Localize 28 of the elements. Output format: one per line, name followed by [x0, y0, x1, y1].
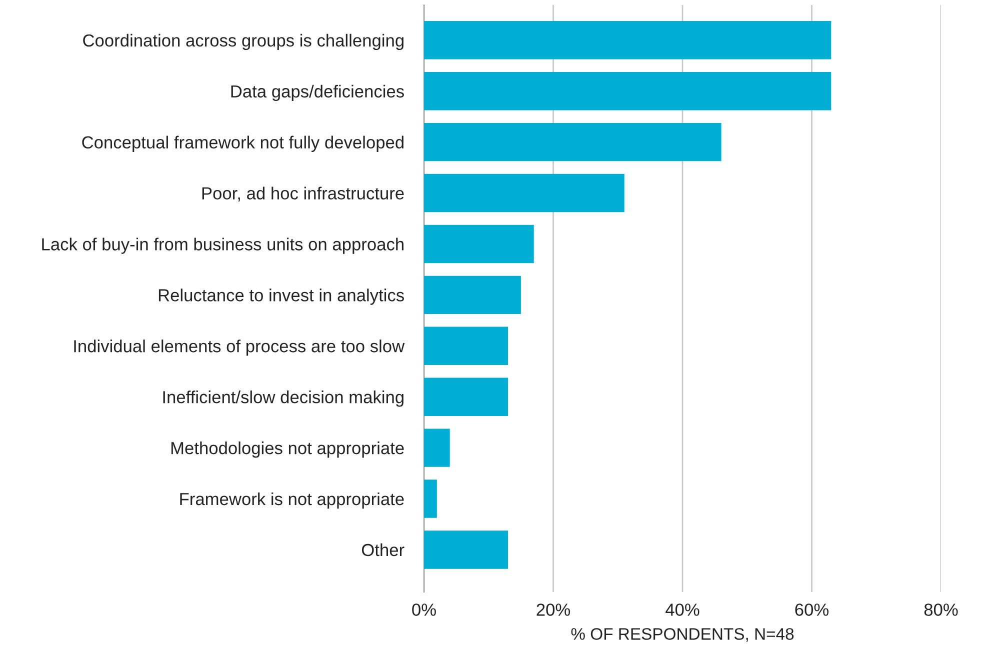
bar: [424, 480, 437, 518]
y-tick-label: Individual elements of process are too slow: [74, 340, 405, 356]
x-axis-title: % OF RESPONDENTS, N=48: [571, 628, 794, 642]
y-tick-label: Methodologies not appropriate: [171, 442, 404, 458]
bar: [424, 224, 534, 264]
bar: [424, 276, 521, 314]
y-tick-label: Inefficient/slow decision making: [163, 390, 404, 407]
y-tick-label: Lack of buy-in from business units on approach: [42, 238, 404, 254]
x-tick-label: 0%: [412, 604, 436, 616]
y-tick-label: Poor, ad hoc infrastructure: [202, 186, 404, 202]
y-tick-label: Reluctance to invest in analytics: [158, 288, 404, 305]
bar: [424, 530, 508, 569]
bar: [424, 378, 508, 416]
y-tick-label: Framework is not appropriate: [180, 492, 404, 509]
x-tick-label: 20%: [536, 604, 570, 616]
bar: [424, 174, 624, 212]
y-tick-label: Conceptual framework not fully developed: [82, 136, 404, 152]
y-tick-label: Data gaps/deficiencies: [231, 84, 404, 102]
bar: [424, 326, 508, 365]
bar: [424, 122, 722, 162]
bar: [424, 21, 832, 60]
x-tick-label: 80%: [924, 604, 958, 616]
x-tick-label: 60%: [795, 604, 829, 616]
y-tick-label: Other: [362, 543, 404, 556]
bar: [424, 428, 450, 467]
bar: [424, 72, 832, 110]
y-tick-label: Coordination across groups is challenging: [83, 34, 404, 50]
x-tick-label: 40%: [666, 604, 700, 616]
